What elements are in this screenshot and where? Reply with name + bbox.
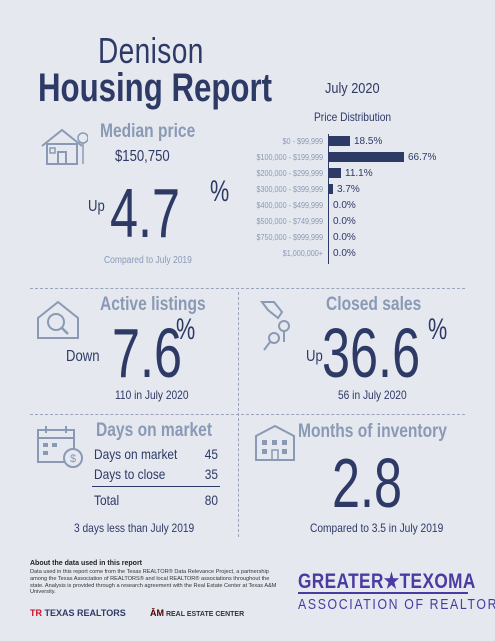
price-range-value: 11.1% — [345, 168, 373, 179]
closed-sales-direction: Up — [306, 348, 323, 365]
building-icon — [252, 422, 298, 467]
closed-sales-change: 36.6 — [322, 314, 421, 392]
divider — [30, 414, 465, 415]
days-row-label: Days to close — [94, 466, 166, 482]
price-range-label: $750,000 - $999,999 — [256, 233, 323, 242]
price-range-label: $0 - $99,999 — [282, 137, 323, 146]
texas-realtors-mark-icon: TR — [30, 608, 42, 618]
median-price-comparison: Compared to July 2019 — [104, 255, 192, 266]
median-price-direction: Up — [88, 198, 105, 215]
price-range-label: $400,000 - $499,999 — [256, 201, 323, 210]
atm-mark-icon: ĀM — [150, 608, 164, 618]
price-range-bar — [329, 168, 341, 178]
active-listings-note: 110 in July 2020 — [115, 388, 189, 402]
house-icon — [38, 124, 89, 173]
days-row-value: 45 — [204, 446, 218, 462]
footer-text: Data used in this report come from the T… — [30, 569, 277, 596]
price-range-label: $200,000 - $299,999 — [256, 169, 323, 178]
median-price-change: 4.7 — [110, 174, 181, 252]
texas-realtors-logo-text: TEXAS REALTORS — [44, 608, 126, 618]
days-total-value: 80 — [204, 492, 218, 508]
price-range-value: 0.0% — [333, 200, 356, 211]
price-range-value: 66.7% — [408, 152, 437, 163]
price-range-label: $1,000,000+ — [282, 249, 323, 258]
magnifier-house-icon — [34, 298, 82, 347]
closed-sales-note: 56 in July 2020 — [338, 388, 407, 402]
association-logo-line2: ASSOCIATION OF REALTORS — [298, 596, 495, 613]
days-total-label: Total — [94, 492, 120, 508]
price-range-value: 0.0% — [333, 232, 356, 243]
days-on-market-note: 3 days less than July 2019 — [74, 521, 195, 535]
report-title: Housing Report — [38, 66, 272, 110]
months-inventory-note: Compared to 3.5 in July 2019 — [310, 521, 444, 535]
report-month: July 2020 — [325, 80, 380, 97]
median-price-title: Median price — [100, 121, 196, 142]
active-listings-direction: Down — [66, 348, 100, 365]
association-logo-line1: GREATER★TEXOMA — [298, 570, 476, 593]
divider — [30, 288, 465, 289]
price-distribution-axis — [328, 134, 329, 264]
hand-keys-icon — [258, 298, 302, 359]
real-estate-center-logo: ĀM REAL ESTATE CENTER — [150, 608, 244, 618]
active-listings-change: 7.6 — [112, 314, 183, 392]
total-divider — [92, 486, 220, 487]
price-distribution-title: Price Distribution — [314, 110, 392, 124]
price-range-value: 18.5% — [354, 136, 383, 147]
association-logo-rule — [298, 592, 468, 594]
median-price-pct: % — [210, 175, 230, 208]
calendar-money-icon: $ — [36, 424, 84, 475]
active-listings-title: Active listings — [100, 294, 206, 315]
price-range-label: $100,000 - $199,999 — [256, 153, 323, 162]
closed-sales-title: Closed sales — [326, 294, 422, 315]
footer-heading: About the data used in this report — [30, 560, 143, 567]
days-row-value: 35 — [204, 466, 218, 482]
price-range-label: $300,000 - $399,999 — [256, 185, 323, 194]
price-range-bar — [329, 184, 333, 194]
active-listings-pct: % — [176, 313, 196, 346]
price-range-bar — [329, 152, 404, 162]
price-range-label: $500,000 - $749,999 — [256, 217, 323, 226]
days-on-market-title: Days on market — [96, 420, 213, 441]
price-range-value: 0.0% — [333, 216, 356, 227]
svg-text:$: $ — [70, 453, 76, 465]
months-inventory-value: 2.8 — [332, 444, 403, 522]
median-price-value: $150,750 — [115, 148, 170, 165]
days-row-label: Days on market — [94, 446, 178, 462]
texas-realtors-logo: TR TEXAS REALTORS — [30, 608, 126, 618]
price-range-value: 0.0% — [333, 248, 356, 259]
months-inventory-title: Months of inventory — [298, 421, 447, 442]
price-range-value: 3.7% — [337, 184, 360, 195]
report-city: Denison — [98, 30, 204, 71]
price-range-bar — [329, 136, 350, 146]
closed-sales-pct: % — [428, 313, 448, 346]
real-estate-center-logo-text: REAL ESTATE CENTER — [165, 611, 245, 618]
